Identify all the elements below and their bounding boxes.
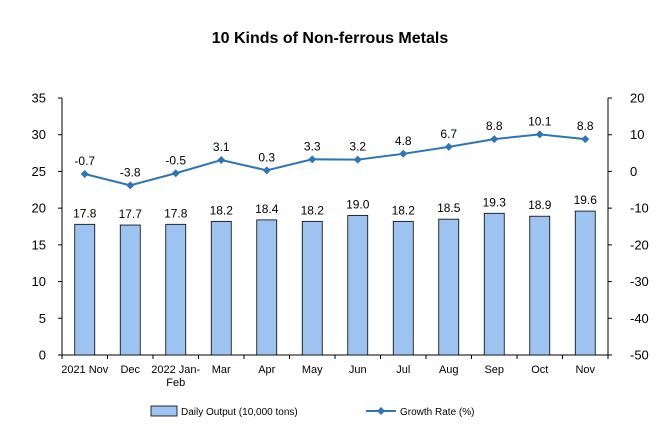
bar-data-label: 17.8 <box>73 206 97 220</box>
x-tick-label: Jun <box>349 364 367 376</box>
growth-point <box>581 135 590 144</box>
bar-data-label: 18.5 <box>437 201 461 215</box>
y-right-tick-label: 10 <box>630 127 644 142</box>
bar-data-label: 18.4 <box>255 202 279 216</box>
bar-data-label: 17.7 <box>119 207 143 221</box>
growth-data-label: -0.7 <box>74 154 95 168</box>
bar <box>165 223 187 356</box>
x-tick-label: Dec <box>120 364 140 376</box>
growth-data-label: 0.3 <box>258 150 275 164</box>
y-right-tick-label: -20 <box>630 237 649 252</box>
bar <box>438 218 460 356</box>
growth-data-label: 3.1 <box>213 140 230 154</box>
y-right-tick-label: -10 <box>630 201 649 216</box>
x-tick-label: 2022 Jan-Feb <box>151 364 200 389</box>
y-left-tick-label: 5 <box>39 311 46 326</box>
bar <box>483 212 505 356</box>
growth-data-label: -0.5 <box>165 153 186 167</box>
x-tick-label: Aug <box>439 364 459 376</box>
bar-data-label: 18.9 <box>528 198 552 212</box>
growth-data-label: 3.3 <box>304 139 321 153</box>
growth-point <box>217 156 226 165</box>
growth-point <box>444 142 453 151</box>
bar <box>256 219 278 356</box>
y-right-tick-label: 20 <box>630 91 644 106</box>
y-left-tick-label: 0 <box>39 348 46 363</box>
growth-point <box>490 135 499 144</box>
growth-point <box>399 149 408 158</box>
x-tick-label: Sep <box>484 364 504 376</box>
y-left-tick-label: 35 <box>32 91 46 106</box>
bar <box>301 220 323 356</box>
x-tick-label: Apr <box>258 364 275 376</box>
bar <box>347 215 369 356</box>
growth-data-label: 3.2 <box>349 140 366 154</box>
legend-bar-label: Daily Output (10,000 tons) <box>181 407 298 418</box>
y-left-tick-label: 20 <box>32 201 46 216</box>
growth-point <box>353 155 362 164</box>
growth-point <box>262 166 271 175</box>
bar-data-label: 19.0 <box>346 197 370 211</box>
x-tick-label: 2021 Nov <box>61 364 109 376</box>
growth-data-label: 8.8 <box>486 119 503 133</box>
y-right-tick-label: -30 <box>630 274 649 289</box>
legend-line-marker <box>377 407 385 415</box>
y-right-tick-label: -50 <box>630 348 649 363</box>
y-left-tick-label: 30 <box>32 127 46 142</box>
x-tick-label: Oct <box>531 364 548 376</box>
y-right-tick-label: 0 <box>630 164 637 179</box>
bar-data-label: 18.2 <box>210 203 234 217</box>
legend-bar-swatch <box>150 405 178 417</box>
bar <box>210 220 232 356</box>
chart-title: 10 Kinds of Non-ferrous Metals <box>211 30 449 47</box>
growth-point <box>171 169 180 178</box>
bar-data-label: 19.3 <box>483 195 507 209</box>
x-tick-label: Mar <box>212 364 231 376</box>
bar <box>74 223 96 356</box>
y-left-tick-label: 15 <box>32 237 46 252</box>
growth-point <box>80 169 89 178</box>
growth-data-label: 10.1 <box>528 114 552 128</box>
growth-line <box>84 133 586 187</box>
bar-data-label: 19.6 <box>574 193 598 207</box>
bar-data-label: 18.2 <box>301 203 325 217</box>
growth-data-label: 8.8 <box>577 119 594 133</box>
legend-line-label: Growth Rate (%) <box>400 407 474 418</box>
bar <box>574 210 596 356</box>
x-tick-label: May <box>302 364 323 376</box>
x-tick-label: Jul <box>396 364 410 376</box>
bar-data-label: 17.8 <box>164 206 188 220</box>
growth-point <box>308 155 317 164</box>
growth-data-label: -3.8 <box>120 165 141 179</box>
y-right-tick-label: -40 <box>630 311 649 326</box>
bar-data-label: 18.2 <box>392 203 416 217</box>
bar <box>119 224 141 356</box>
x-tick-label: Nov <box>575 364 595 376</box>
bar <box>392 220 414 356</box>
growth-point <box>126 181 135 190</box>
bar <box>529 215 551 356</box>
growth-data-label: 6.7 <box>440 127 457 141</box>
y-left-tick-label: 10 <box>32 274 46 289</box>
growth-point <box>535 130 544 139</box>
growth-data-label: 4.8 <box>395 134 412 148</box>
y-left-tick-label: 25 <box>32 164 46 179</box>
